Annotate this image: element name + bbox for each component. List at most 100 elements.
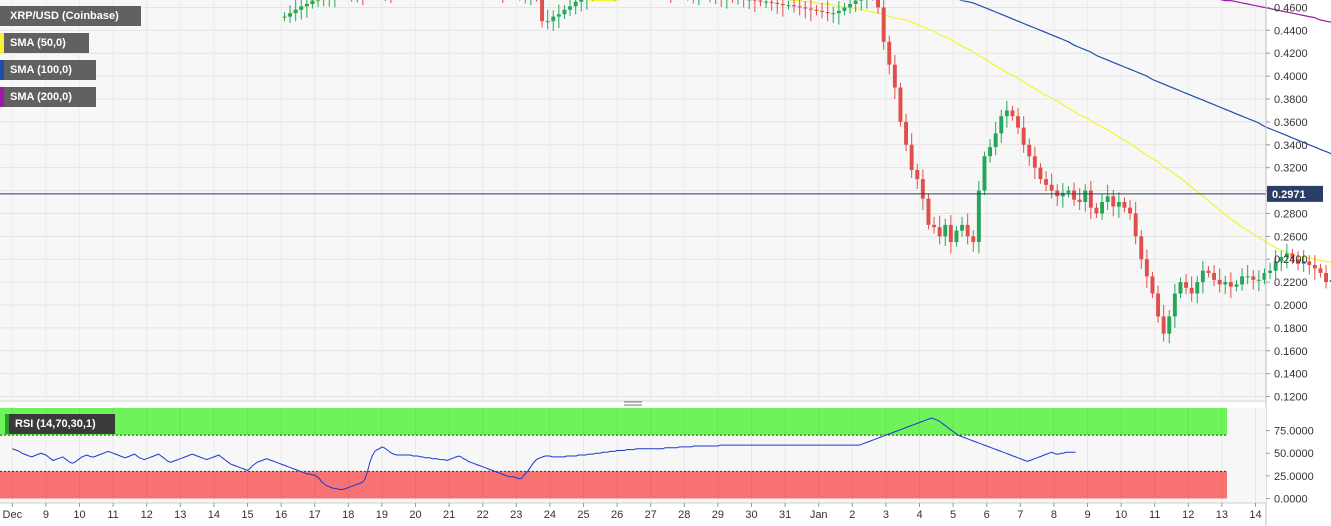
- candle-body: [1245, 276, 1250, 278]
- candle-body: [926, 198, 931, 225]
- candle-body: [1150, 276, 1155, 294]
- time-tick-label: 3: [883, 509, 889, 521]
- sma100-legend[interactable]: SMA (100,0): [0, 60, 96, 80]
- time-tick-label: 30: [745, 509, 757, 521]
- candle-body: [853, 0, 858, 5]
- candle-body: [1060, 192, 1065, 197]
- time-tick-label: 7: [1017, 509, 1023, 521]
- candle-body: [556, 14, 561, 17]
- candle-body: [1128, 207, 1133, 214]
- time-tick-label: 6: [984, 509, 990, 521]
- candle-body: [579, 0, 584, 2]
- candle-body: [1296, 259, 1301, 264]
- candle-body: [808, 8, 813, 10]
- candle-body: [999, 116, 1004, 134]
- time-tick-label: 28: [678, 509, 690, 521]
- time-tick-label: 10: [1115, 509, 1127, 521]
- candle-body: [971, 236, 976, 243]
- rsi-axis[interactable]: 75.0000 50.0000 25.0000 0.0000: [1266, 426, 1314, 506]
- candle-body: [293, 9, 298, 14]
- candle-body: [848, 4, 853, 8]
- candle-body: [1077, 199, 1082, 203]
- time-tick-label: 2: [849, 509, 855, 521]
- candle-body: [1200, 270, 1205, 283]
- candle-body: [1184, 282, 1189, 288]
- candle-body: [943, 224, 948, 237]
- sma50-legend[interactable]: SMA (50,0): [0, 33, 89, 53]
- time-tick-label: 10: [73, 509, 85, 521]
- candle-body: [1133, 213, 1138, 237]
- candle-body: [1094, 207, 1099, 214]
- candle-body: [1273, 261, 1278, 271]
- candle-body: [1111, 196, 1116, 207]
- candle-body: [993, 133, 998, 148]
- candle-body: [1256, 279, 1261, 281]
- candle-body: [1279, 256, 1284, 262]
- price-tick-label: 0.1200: [1274, 392, 1308, 404]
- candle-body: [1038, 167, 1043, 180]
- candle-body: [842, 7, 847, 11]
- time-tick-label: 4: [916, 509, 922, 521]
- rsi-overbought-zone: [0, 408, 1227, 436]
- time-axis[interactable]: Dec 9 10 11 12 13 14 15 16 17 18 19 20 21 22 23 24 25 26 27…: [3, 503, 1262, 521]
- candle-body: [780, 4, 785, 6]
- time-tick-label: 9: [43, 509, 49, 521]
- candle-body: [288, 13, 293, 17]
- price-gridlines: [0, 0, 1266, 400]
- candle-body: [965, 224, 970, 237]
- candle-body: [932, 224, 937, 228]
- candle-body: [1318, 268, 1323, 273]
- candle-body: [1161, 316, 1166, 334]
- price-tick-label: 0.2600: [1274, 231, 1308, 243]
- candle-body: [881, 7, 886, 42]
- candle-body: [1223, 282, 1228, 285]
- sma-line-1: [959, 0, 1331, 155]
- candle-body: [976, 190, 981, 243]
- candle-body: [1027, 144, 1032, 157]
- candle-body: [1032, 156, 1037, 168]
- candle-body: [792, 5, 797, 7]
- candle-body: [1301, 261, 1306, 264]
- candle-body: [1004, 110, 1009, 117]
- candle-body: [1167, 316, 1172, 334]
- candle-body: [299, 6, 304, 10]
- candle-body: [1329, 279, 1331, 283]
- candle-body: [797, 6, 802, 8]
- candle-body: [859, 0, 864, 1]
- time-tick-label: 14: [208, 509, 220, 521]
- candle-body: [1178, 282, 1183, 294]
- rsi-series-line: [12, 417, 1076, 490]
- candle-body: [568, 6, 573, 10]
- candle-body: [915, 169, 920, 180]
- rsi-legend[interactable]: RSI (14,70,30,1): [5, 414, 115, 434]
- candle-body: [1284, 253, 1289, 257]
- time-tick-label: 18: [342, 509, 354, 521]
- candle-body: [1290, 253, 1295, 260]
- time-tick-label: 22: [477, 509, 489, 521]
- candle-body: [1268, 270, 1273, 273]
- price-tick-label: 0.4600: [1274, 2, 1308, 14]
- candle-body: [1240, 276, 1245, 285]
- panel-resize-handle[interactable]: [624, 401, 642, 406]
- price-tick-label: 0.2400: [1274, 254, 1308, 266]
- candle-body: [1072, 190, 1077, 200]
- sma200-legend[interactable]: SMA (200,0): [0, 87, 96, 107]
- sma200-legend-label: SMA (200,0): [10, 91, 72, 103]
- price-tick-label: 0.3400: [1274, 140, 1308, 152]
- sma50-legend-label: SMA (50,0): [10, 37, 66, 49]
- price-tick-label: 0.4400: [1274, 25, 1308, 37]
- candle-body: [282, 16, 287, 18]
- time-tick-label: 25: [577, 509, 589, 521]
- pair-legend-label: XRP/USD (Coinbase): [10, 10, 119, 22]
- price-axis[interactable]: 0.4600 0.4400 0.4200 0.4000 0.3800 0.3600 0.34…: [1266, 2, 1308, 404]
- pair-legend[interactable]: XRP/USD (Coinbase): [0, 6, 141, 26]
- price-tick-label: 0.3200: [1274, 163, 1308, 175]
- current-price-tag-text: 0.2971: [1272, 189, 1306, 201]
- time-tick-label: 13: [174, 509, 186, 521]
- rsi-oversold-zone: [0, 471, 1227, 499]
- time-tick-label: 5: [950, 509, 956, 521]
- candle-body: [1307, 261, 1312, 265]
- time-tick-label: Jan: [810, 509, 828, 521]
- candle-body: [892, 64, 897, 88]
